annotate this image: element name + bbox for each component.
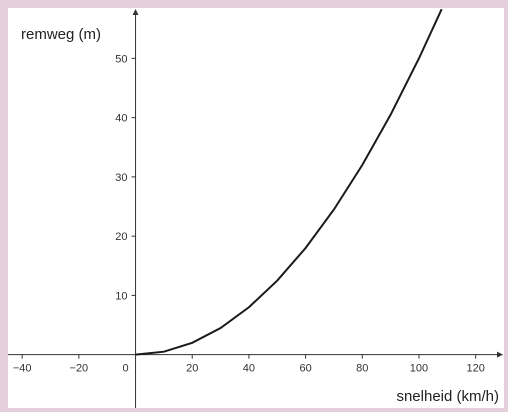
x-tick-label: 120 [466, 363, 484, 375]
x-tick-label: −20 [70, 363, 89, 375]
x-tick-label: 60 [299, 363, 311, 375]
x-tick-label: 20 [186, 363, 198, 375]
x-tick-label: 0 [122, 363, 128, 375]
x-ticks: −40 −20 0 20 40 60 80 100 120 [13, 354, 485, 375]
x-tick-label: −40 [13, 363, 32, 375]
y-tick-label: 20 [115, 231, 127, 243]
y-ticks: 10 20 30 40 50 [115, 53, 136, 302]
x-tick-label: 40 [243, 363, 255, 375]
y-tick-label: 10 [115, 290, 127, 302]
x-axis-label: snelheid (km/h) [396, 388, 499, 405]
y-tick-label: 30 [115, 172, 127, 184]
x-tick-label: 100 [410, 363, 428, 375]
y-tick-label: 40 [115, 113, 127, 125]
x-tick-label: 80 [356, 363, 368, 375]
x-axis-arrow [497, 351, 503, 358]
series-line-braking-distance [135, 8, 443, 356]
y-axis-label: remweg (m) [21, 26, 101, 43]
braking-distance-chart: −40 −20 0 20 40 60 80 100 120 10 20 30 40 50 remweg … [8, 8, 503, 408]
y-tick-label: 50 [115, 53, 127, 65]
chart-frame: −40 −20 0 20 40 60 80 100 120 10 20 30 40 50 remweg … [8, 8, 504, 408]
axes [8, 9, 503, 408]
y-axis-arrow [132, 9, 139, 15]
